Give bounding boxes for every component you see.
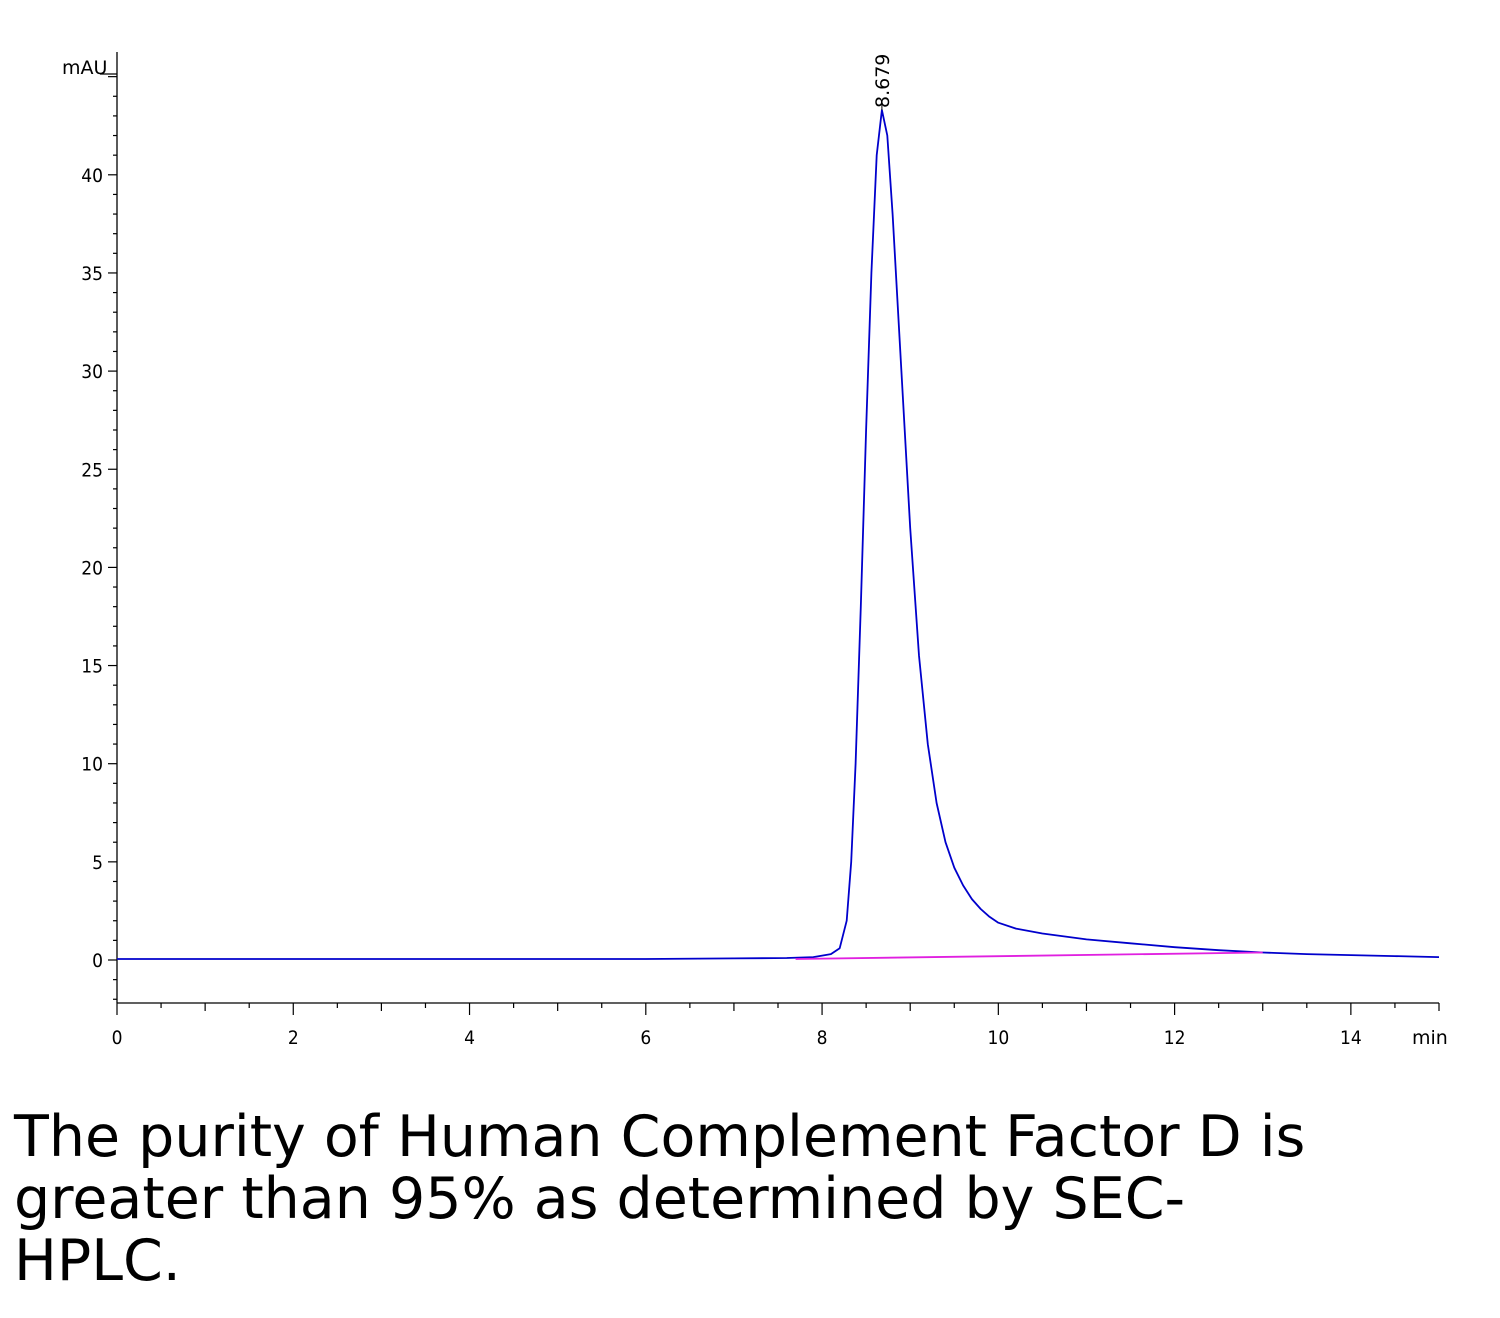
y-tick-label: 20 (81, 557, 103, 579)
x-tick-label: 8 (817, 1027, 828, 1049)
caption-line-2: greater than 95% as determined by SEC- (14, 1166, 1186, 1232)
series-layer (117, 109, 1440, 960)
x-axis: 0 2 4 6 8 10 12 14 min (112, 1002, 1448, 1049)
y-tick-label: 30 (81, 361, 103, 383)
y-unit-label: mAU (62, 57, 107, 79)
x-tick-label: 2 (288, 1027, 299, 1049)
y-axis: 0 5 10 15 20 25 30 35 40 mAU (62, 52, 118, 1003)
x-unit-label: min (1412, 1027, 1448, 1049)
caption-line-1: The purity of Human Complement Factor D … (14, 1104, 1306, 1170)
y-tick-label: 15 (81, 656, 103, 678)
x-tick-label: 0 (112, 1027, 123, 1049)
x-tick-label: 12 (1164, 1027, 1186, 1049)
caption: The purity of Human Complement Factor D … (14, 1106, 1314, 1292)
chromatogram-trace (117, 109, 1440, 960)
y-tick-label: 40 (81, 165, 103, 187)
y-tick-label: 5 (92, 852, 103, 874)
caption-line-3: HPLC. (14, 1228, 181, 1294)
x-tick-label: 10 (987, 1027, 1009, 1049)
peak-label: 8.679 (872, 54, 894, 108)
x-tick-label: 14 (1340, 1027, 1362, 1049)
y-tick-label: 0 (92, 950, 103, 972)
x-tick-label: 6 (640, 1027, 651, 1049)
y-tick-label: 35 (81, 263, 103, 285)
y-tick-label: 25 (81, 459, 103, 481)
y-tick-label: 10 (81, 754, 103, 776)
annotation-layer: 8.679 (872, 54, 894, 111)
x-tick-label: 4 (464, 1027, 475, 1049)
chromatogram-chart: 0 5 10 15 20 25 30 35 40 mAU 0 2 4 6 8 10 12 14 min 8.679 (62, 52, 1448, 1049)
baseline-trace (795, 951, 1263, 960)
